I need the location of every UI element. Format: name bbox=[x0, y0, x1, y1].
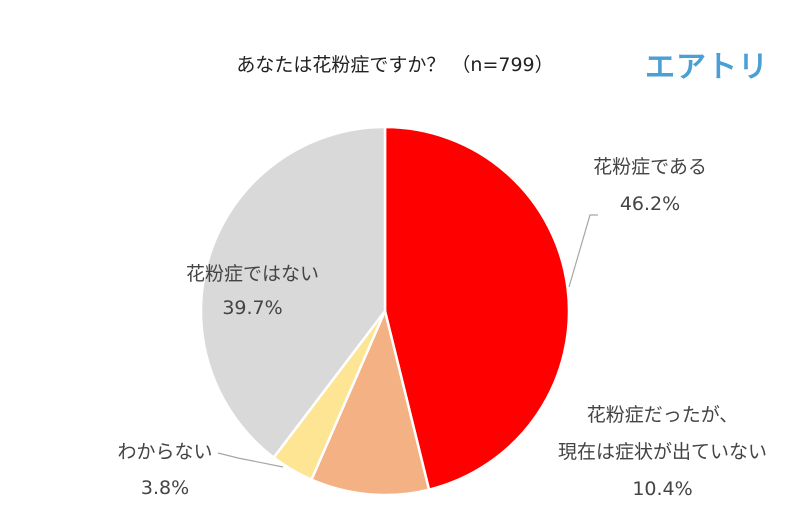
brand-logo: エアトリ bbox=[645, 50, 769, 85]
slice-label-yes: 花粉症である bbox=[593, 156, 707, 178]
slice-label-unknown: わからない bbox=[117, 441, 213, 463]
slice-value-yes: 46.2% bbox=[619, 193, 681, 215]
slice-value-recovered: 10.4% bbox=[632, 478, 693, 500]
slice-label-recovered-line2: 現在は症状が出ていない bbox=[557, 441, 767, 463]
slice-label-recovered-line1: 花粉症だったが、 bbox=[586, 404, 739, 426]
pie-slice-yes bbox=[383, 125, 571, 491]
leader-line-yes bbox=[568, 214, 598, 288]
slice-label-no: 花粉症ではない bbox=[185, 263, 319, 285]
slice-value-unknown: 3.8% bbox=[140, 477, 190, 499]
leader-line-unknown bbox=[217, 452, 284, 468]
pie-slice-no bbox=[199, 125, 387, 459]
slice-value-no: 39.7% bbox=[222, 297, 283, 319]
pie-slice-recovered bbox=[310, 309, 431, 497]
chart-title: あなたは花粉症ですか？ （n=799） bbox=[236, 54, 554, 76]
